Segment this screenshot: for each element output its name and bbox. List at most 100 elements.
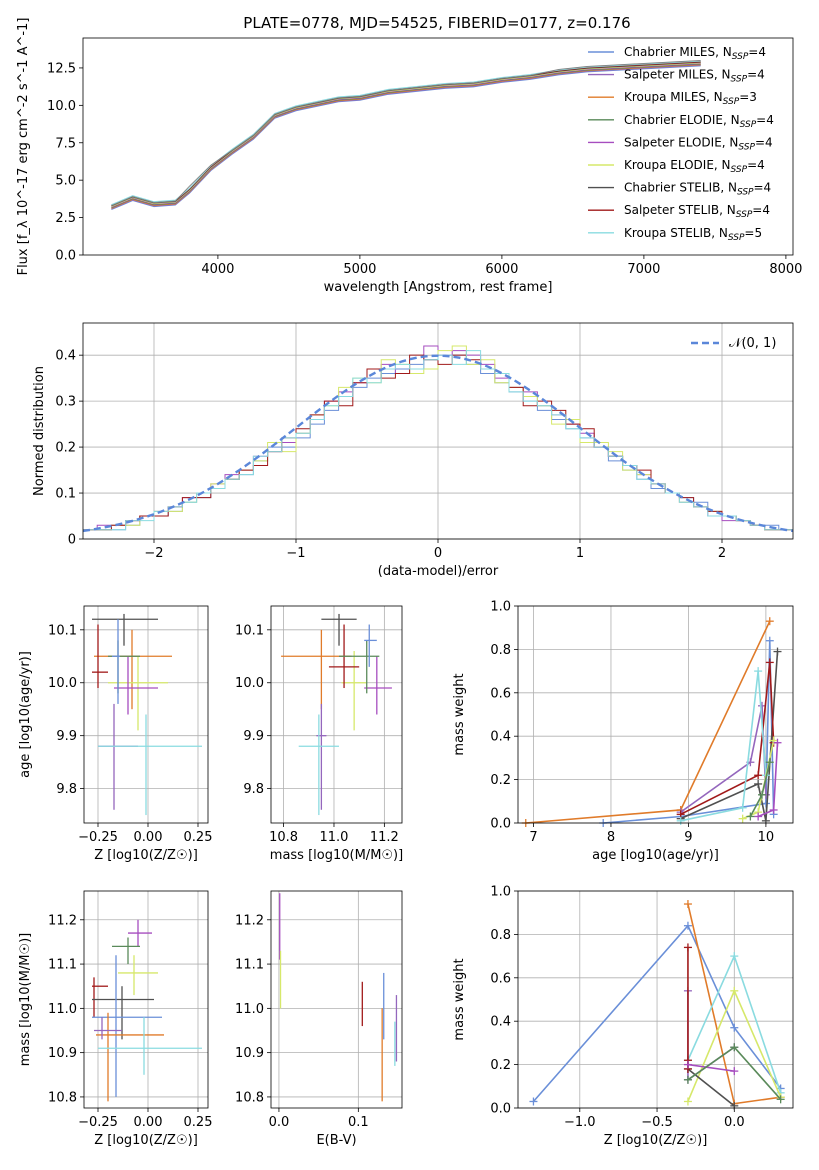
y-tick-label: 9.8 — [243, 782, 264, 797]
y-tick-label: 0.6 — [490, 686, 511, 701]
model-line — [111, 64, 701, 209]
x-tick-label: −0.5 — [641, 1115, 673, 1130]
y-tick-label: 9.9 — [243, 729, 264, 744]
weight-lines — [521, 617, 782, 827]
x-tick-label: 5000 — [343, 262, 376, 277]
y-tick-label: 9.8 — [56, 782, 77, 797]
y-tick-label: 11.0 — [48, 1002, 77, 1017]
y-tick-label: 12.5 — [47, 61, 76, 76]
y-tick-label: 2.5 — [55, 211, 76, 226]
y-tick-label: 10.0 — [48, 676, 77, 691]
x-tick-label: 8 — [607, 830, 615, 845]
residuals-xlabel: (data-model)/error — [378, 564, 499, 579]
x-tick-label: −1 — [286, 546, 305, 561]
x-tick-label: 0.25 — [184, 1115, 213, 1130]
age-vs-mass-axes: 10.8 11.0 11.2 9.8 9.9 10.0 10.1 mass [log10(M/… — [235, 605, 403, 863]
x-tick-label: 6000 — [485, 262, 518, 277]
y-tick-label: 10.8 — [235, 1090, 264, 1105]
figure-title: PLATE=0778, MJD=54525, FIBERID=0177, z=0… — [243, 14, 630, 32]
mass-vs-Z-axes: −0.25 0.00 0.25 10.8 10.9 11.0 11.1 11.2 Z [log1… — [18, 890, 213, 1148]
y-tick-label: 10.9 — [235, 1046, 264, 1061]
y-tick-label: 0.2 — [490, 1058, 511, 1073]
residuals-axes: −2 −1 0 1 2 0 0.1 0.2 0.3 0.4 (data-model)/error No… — [32, 322, 794, 579]
model-line — [111, 61, 701, 207]
y-tick-label: 10.1 — [48, 623, 77, 638]
weight-lines — [529, 900, 785, 1110]
x-tick-label: 0.0 — [269, 1115, 290, 1130]
y-tick-label: 1.0 — [490, 600, 511, 615]
weight-line — [525, 620, 771, 824]
legend-label: Chabrier MILES, NSSP=4 — [624, 45, 766, 62]
plot-frame — [82, 37, 794, 256]
legend-label: Kroupa ELODIE, NSSP=4 — [624, 158, 765, 175]
x-tick-label: 4000 — [201, 262, 234, 277]
legend-label: Kroupa MILES, NSSP=3 — [624, 90, 757, 107]
y-tick-label: 0.2 — [55, 441, 76, 456]
x-tick-label: 11.0 — [320, 830, 349, 845]
age-vs-Z-ylabel: age [log10(age/yr)] — [18, 651, 33, 778]
spectrum-lines — [111, 59, 701, 211]
plot-frame — [83, 605, 209, 824]
x-tick-label: 10.8 — [269, 830, 298, 845]
y-tick-label: 11.1 — [235, 958, 264, 973]
age-vs-Z-axes: −0.25 0.00 0.25 9.8 9.9 10.0 10.1 Z [log10(Z/Z☉… — [18, 605, 212, 863]
y-tick-label: 0.8 — [490, 928, 511, 943]
mass-vs-EBV-axes: 0.0 0.1 10.8 10.9 11.0 11.1 11.2 E(B-V) — [235, 890, 403, 1148]
errorbars — [281, 613, 392, 816]
y-tick-label: 11.2 — [48, 913, 77, 928]
weight-vs-Z-ylabel: mass weight — [452, 958, 467, 1040]
plot-frame — [517, 605, 794, 824]
legend-label: 𝒩(0, 1) — [729, 336, 776, 351]
spectrum-xlabel: wavelength [Angstrom, rest frame] — [324, 280, 553, 295]
weight-vs-Z-axes: −1.0 −0.5 0.0 0.0 0.2 0.4 0.6 0.8 1.0 Z [log10(Z/… — [452, 885, 794, 1148]
y-tick-label: 5.0 — [55, 174, 76, 189]
y-tick-label: 10.0 — [235, 676, 264, 691]
y-tick-label: 11.1 — [48, 958, 77, 973]
y-tick-label: 10.0 — [47, 99, 76, 114]
y-tick-label: 0.3 — [55, 395, 76, 410]
y-tick-label: 1.0 — [490, 885, 511, 900]
y-tick-label: 0.8 — [490, 643, 511, 658]
y-tick-label: 0.1 — [55, 487, 76, 502]
model-line — [111, 62, 701, 208]
errorbars — [92, 613, 202, 816]
x-tick-label: 9 — [684, 830, 692, 845]
y-tick-label: 10.9 — [48, 1046, 77, 1061]
x-tick-label: −2 — [144, 546, 163, 561]
model-line — [111, 63, 701, 209]
x-tick-label: 7000 — [627, 262, 660, 277]
weight-vs-Z-xlabel: Z [log10(Z/Z☉)] — [604, 1133, 708, 1148]
mass-vs-EBV-xlabel: E(B-V) — [316, 1133, 356, 1148]
x-tick-label: 0.1 — [348, 1115, 369, 1130]
weight-line — [680, 651, 779, 821]
plot-frame — [82, 322, 794, 540]
age-vs-mass-xlabel: mass [log10(M/M☉)] — [270, 848, 403, 863]
legend-label: Salpeter MILES, NSSP=4 — [624, 68, 765, 85]
y-tick-label: 0.0 — [490, 1102, 511, 1117]
y-tick-label: 10.1 — [235, 623, 264, 638]
legend-label: Salpeter STELIB, NSSP=4 — [624, 203, 770, 220]
normal-curve — [83, 354, 793, 533]
y-tick-label: 11.2 — [235, 913, 264, 928]
x-tick-label: 11.2 — [370, 830, 399, 845]
y-tick-label: 0 — [68, 533, 76, 548]
y-tick-label: 7.5 — [55, 136, 76, 151]
plot-frame — [83, 890, 209, 1109]
y-tick-label: 0.4 — [490, 1015, 511, 1030]
legend-label: Chabrier ELODIE, NSSP=4 — [624, 113, 774, 130]
x-tick-label: 7 — [529, 830, 537, 845]
y-tick-label: 0.4 — [490, 730, 511, 745]
x-tick-label: −0.25 — [78, 1115, 118, 1130]
spectrum-ylabel: Flux [f_λ 10^-17 erg cm^-2 s^-1 A^-1] — [16, 18, 31, 276]
plot-frame — [270, 890, 403, 1109]
errorbars — [92, 919, 202, 1102]
errorbars — [279, 893, 398, 1102]
y-tick-label: 9.9 — [56, 729, 77, 744]
y-tick-label: 0.2 — [490, 773, 511, 788]
histograms — [83, 345, 793, 533]
legend-label: Salpeter ELODIE, NSSP=4 — [624, 135, 773, 152]
x-tick-label: 0 — [434, 546, 442, 561]
weight-line — [687, 1063, 735, 1072]
x-tick-label: −0.25 — [78, 830, 118, 845]
x-tick-label: 0.00 — [134, 830, 163, 845]
